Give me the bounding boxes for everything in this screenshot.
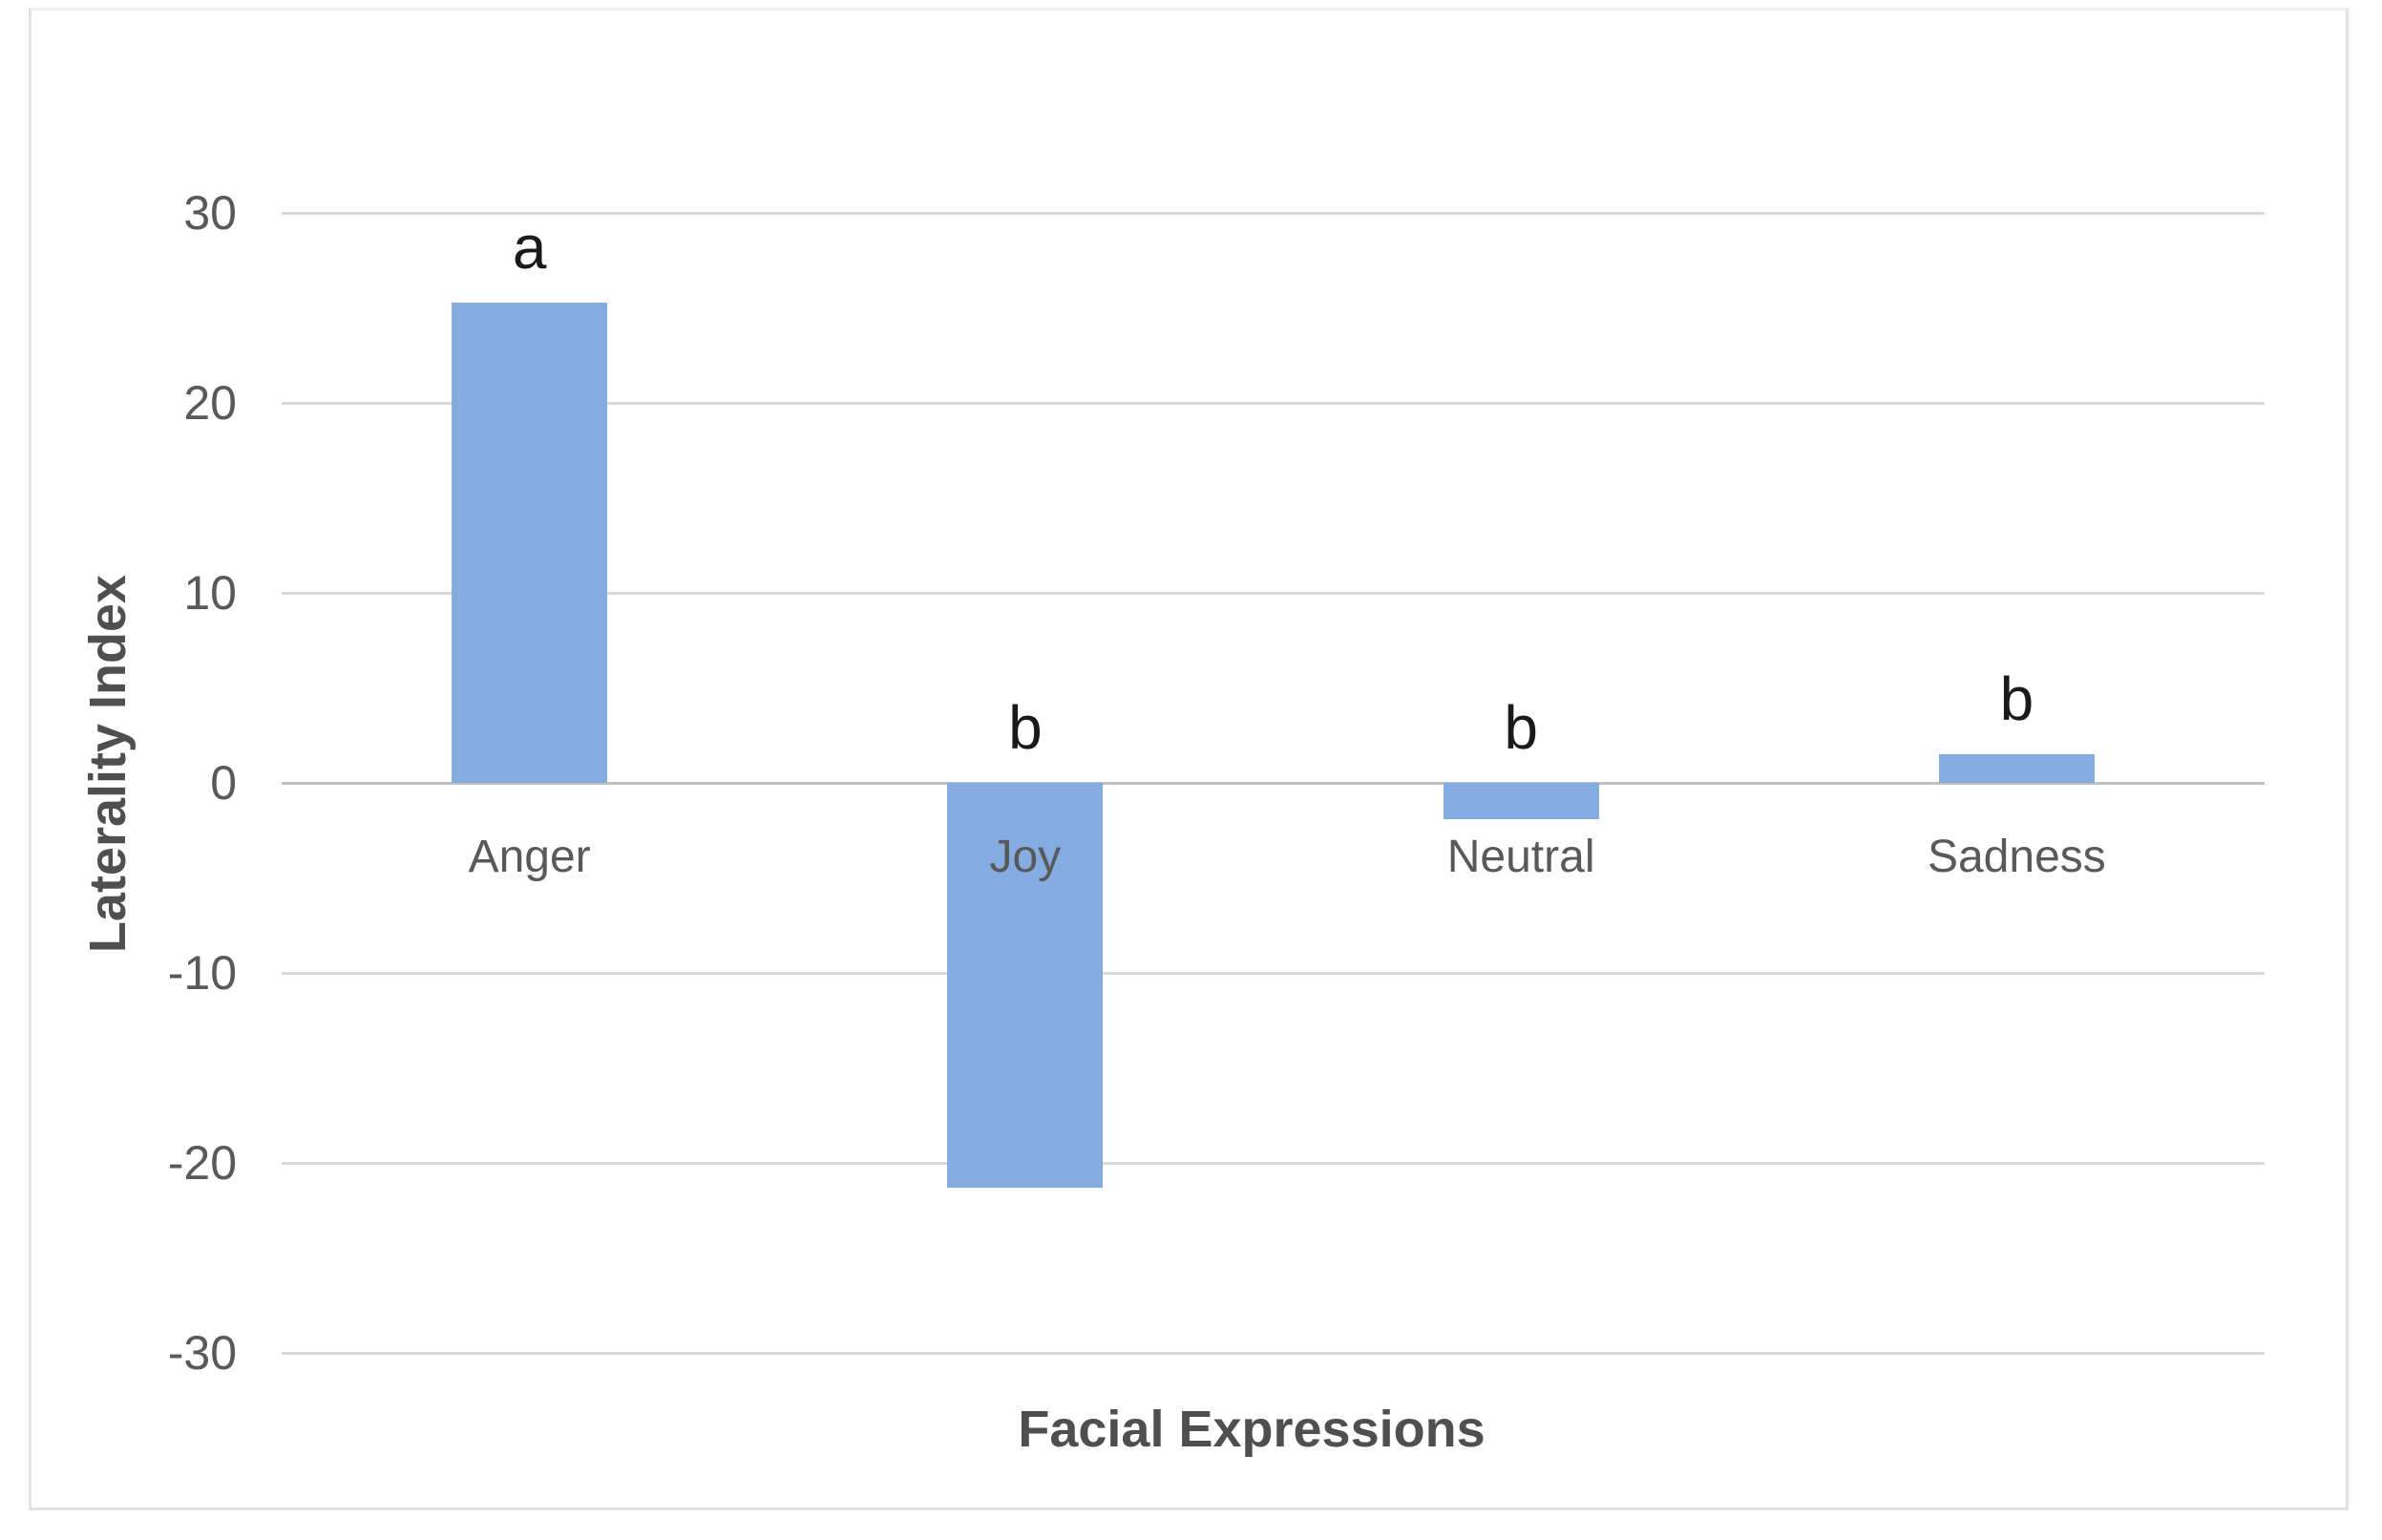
bar-sadness	[1938, 754, 2095, 783]
category-label-joy: Joy	[989, 832, 1062, 882]
y-tick-label: -30	[167, 1326, 237, 1380]
y-tick-label: 0	[210, 756, 237, 810]
category-label-sadness: Sadness	[1927, 832, 2106, 882]
bar-joy	[947, 783, 1104, 1188]
x-axis-title: Facial Expressions	[1018, 1401, 1486, 1458]
y-tick-label: 30	[183, 186, 237, 240]
significance-letter-joy: b	[1008, 693, 1043, 762]
gridline	[282, 1351, 2265, 1355]
gridline	[282, 591, 2265, 595]
category-label-neutral: Neutral	[1446, 832, 1595, 882]
gridline	[282, 401, 2265, 405]
significance-letter-anger: a	[512, 212, 547, 282]
y-tick-label: -10	[167, 946, 237, 1000]
gridline	[282, 211, 2265, 215]
y-tick-label: 20	[183, 376, 237, 430]
gridline	[282, 971, 2265, 975]
significance-letter-neutral: b	[1504, 693, 1538, 762]
zero-axis-line	[282, 781, 2265, 785]
significance-letter-sadness: b	[1999, 665, 2034, 734]
y-tick-label: 10	[183, 566, 237, 620]
bar-neutral	[1443, 783, 1599, 819]
gridline	[282, 1161, 2265, 1165]
y-tick-label: -20	[167, 1136, 237, 1190]
bar-anger	[452, 302, 608, 783]
category-label-anger: Anger	[468, 832, 591, 882]
